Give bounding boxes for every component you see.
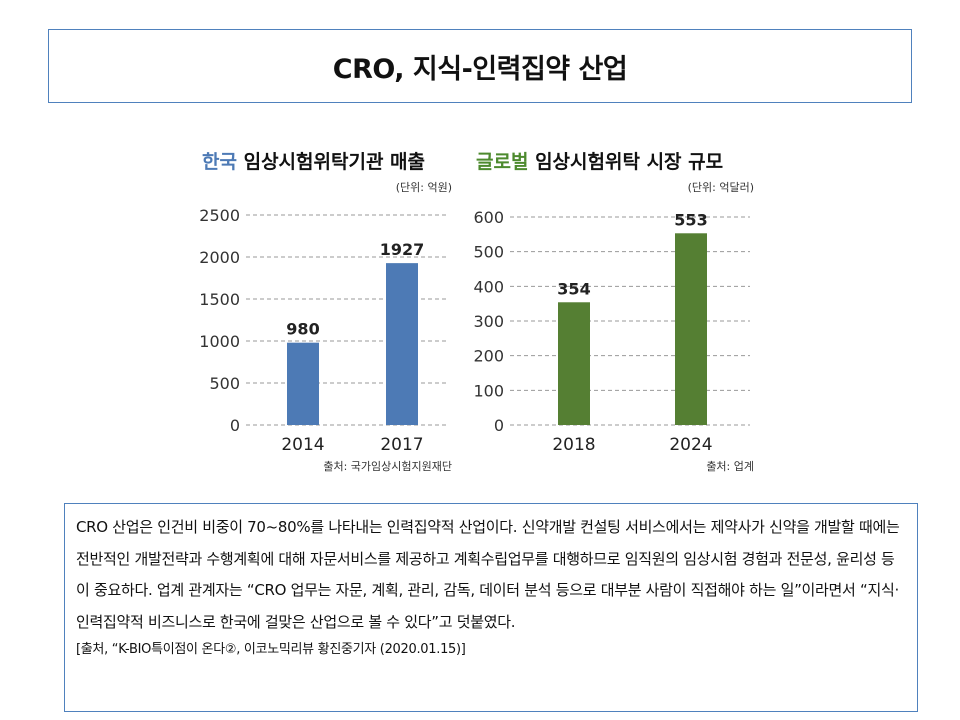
y-tick-label: 100 bbox=[473, 381, 504, 400]
title-box: CRO, 지식-인력집약 산업 bbox=[48, 29, 912, 103]
chart-area: 한국 임상시험위탁기관 매출 (단위: 억원) 0 500 1000 1500 2000… bbox=[190, 135, 770, 485]
y-tick-label: 500 bbox=[473, 243, 504, 262]
x-tick-label: 2014 bbox=[281, 435, 324, 455]
page-title: CRO, 지식-인력집약 산업 bbox=[332, 53, 628, 85]
y-tick-label: 200 bbox=[473, 347, 504, 366]
bar bbox=[386, 263, 418, 425]
data-label: 553 bbox=[674, 210, 707, 229]
charts-svg: 한국 임상시험위탁기관 매출 (단위: 억원) 0500100015002000… bbox=[199, 151, 754, 473]
korea-cro-revenue-chart: 한국 임상시험위탁기관 매출 (단위: 억원) 0 500 1000 1500 2000… bbox=[199, 151, 452, 473]
chart-unit: (단위: 억원) bbox=[396, 181, 452, 194]
bar bbox=[287, 342, 319, 425]
y-tick-label: 600 bbox=[473, 208, 504, 227]
citation-text: [출처, “K-BIO특이점이 온다②, 이코노믹리뷰 황진중기자 (2020.… bbox=[76, 642, 466, 657]
chart-title-rest: 임상시험위탁 시장 규모 bbox=[528, 151, 723, 173]
y-tick-label: 0 bbox=[494, 416, 504, 435]
y-tick-label: 400 bbox=[473, 277, 504, 296]
description-box: CRO 산업은 인건비 비중이 70~80%를 나타내는 인력집약적 산업이다.… bbox=[64, 503, 918, 712]
chart-title: 글로벌 임상시험위탁 시장 규모 bbox=[476, 151, 723, 173]
bar bbox=[675, 233, 707, 425]
chart-title-accent: 글로벌 bbox=[476, 151, 528, 173]
y-tick-label: 500 bbox=[209, 374, 240, 393]
x-tick-label: 2018 bbox=[552, 435, 595, 455]
global-cro-market-chart: 글로벌 임상시험위탁 시장 규모 (단위: 억달러) 0 100 200 300 400… bbox=[473, 151, 754, 473]
y-tick-label: 300 bbox=[473, 312, 504, 331]
x-tick-label: 2024 bbox=[669, 435, 712, 455]
y-tick-label: 0 bbox=[230, 416, 240, 435]
data-label: 354 bbox=[557, 279, 590, 298]
chart-source: 출처: 국가임상시험지원재단 bbox=[323, 460, 452, 473]
y-tick-label: 1500 bbox=[199, 290, 240, 309]
x-tick-label: 2017 bbox=[380, 435, 423, 455]
bar bbox=[558, 302, 590, 425]
chart-source: 출처: 업계 bbox=[706, 460, 754, 473]
y-tick-label: 2000 bbox=[199, 248, 240, 267]
y-tick-label: 1000 bbox=[199, 332, 240, 351]
chart-title: 한국 임상시험위탁기관 매출 bbox=[202, 151, 425, 173]
chart-title-rest: 임상시험위탁기관 매출 bbox=[237, 151, 425, 173]
chart-unit: (단위: 억달러) bbox=[688, 181, 754, 194]
chart-title-accent: 한국 bbox=[202, 151, 237, 173]
y-tick-label: 2500 bbox=[199, 206, 240, 225]
description-text: CRO 산업은 인건비 비중이 70~80%를 나타내는 인력집약적 산업이다.… bbox=[76, 518, 900, 631]
data-label: 980 bbox=[286, 320, 319, 339]
data-label: 1927 bbox=[380, 240, 425, 259]
